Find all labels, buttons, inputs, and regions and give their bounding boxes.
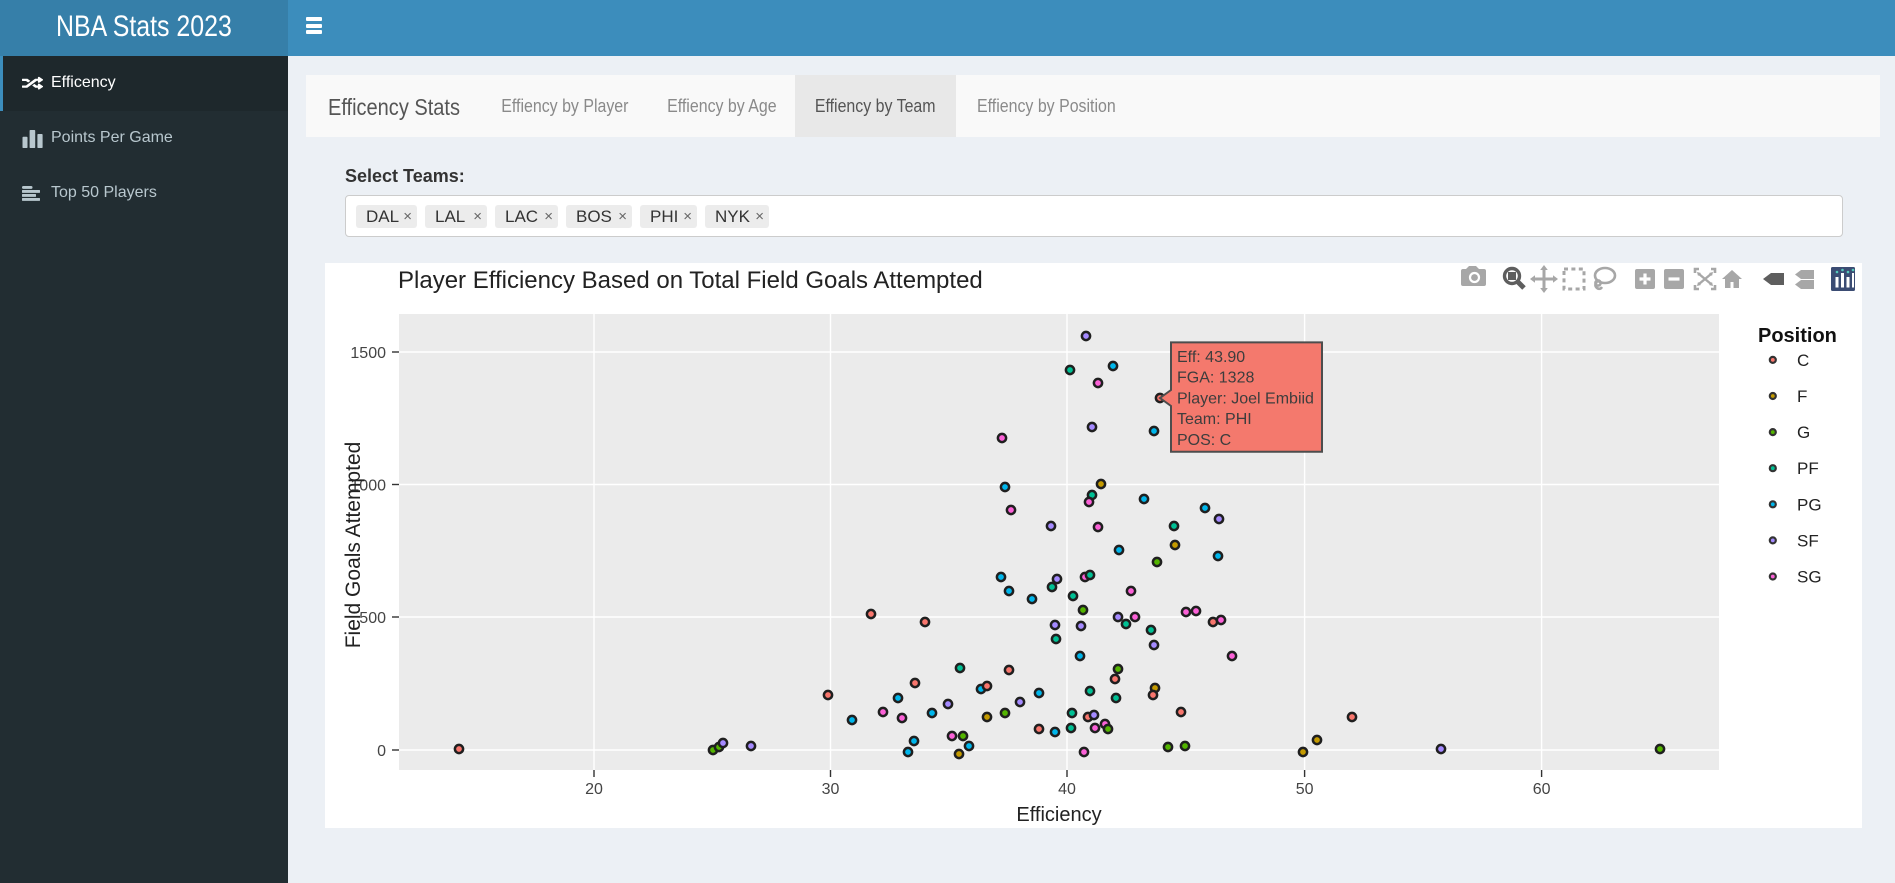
svg-text:SG: SG [1797,568,1822,587]
svg-text:60: 60 [1533,781,1551,798]
svg-text:G: G [1797,423,1810,442]
svg-text:SF: SF [1797,531,1819,550]
svg-text:1500: 1500 [350,345,386,362]
svg-text:Player: Joel Embiid: Player: Joel Embiid [1177,390,1314,407]
svg-text:30: 30 [822,781,840,798]
svg-text:1000: 1000 [350,478,386,495]
svg-text:20: 20 [585,781,603,798]
svg-text:PF: PF [1797,459,1819,478]
svg-text:PG: PG [1797,495,1822,514]
svg-text:Efficiency: Efficiency [1016,804,1101,826]
svg-text:500: 500 [359,610,386,627]
svg-text:Eff: 43.90: Eff: 43.90 [1177,349,1245,366]
svg-text:Position: Position [1758,325,1837,347]
svg-text:50: 50 [1296,781,1314,798]
svg-text:Team: PHI: Team: PHI [1177,411,1252,428]
svg-text:0: 0 [377,743,386,760]
svg-text:FGA: 1328: FGA: 1328 [1177,370,1254,387]
svg-text:POS: C: POS: C [1177,432,1231,449]
svg-text:Field Goals Attempted: Field Goals Attempted [342,442,365,649]
svg-text:C: C [1797,351,1809,370]
svg-text:40: 40 [1058,781,1076,798]
svg-text:F: F [1797,387,1807,406]
